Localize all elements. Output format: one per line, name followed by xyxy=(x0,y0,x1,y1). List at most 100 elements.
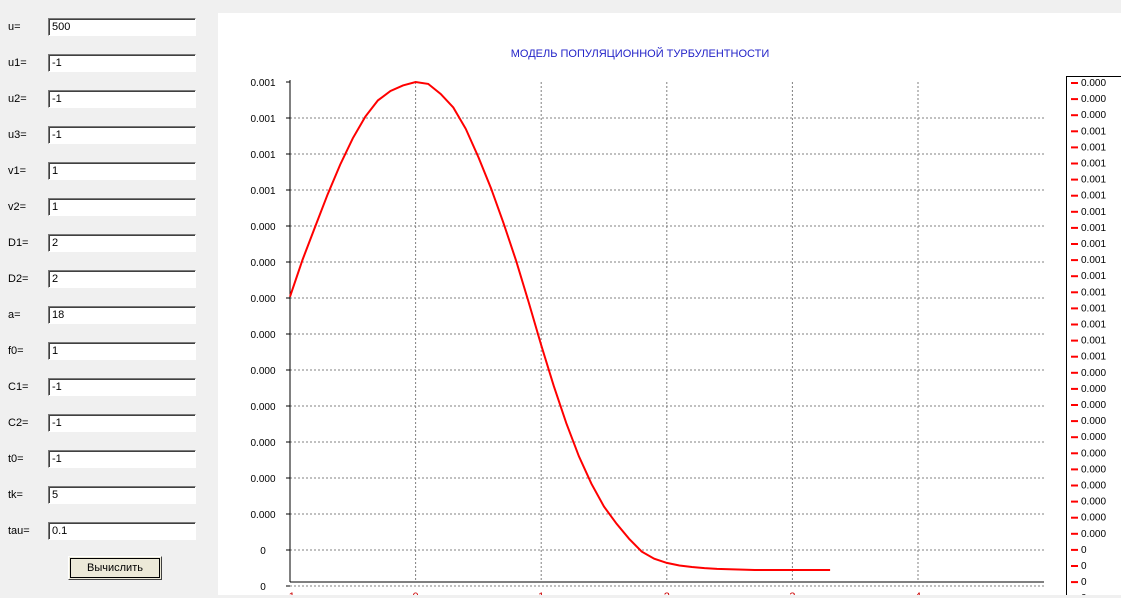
legend-entry: 0.000 xyxy=(1081,400,1106,411)
legend-entry: 0 xyxy=(1081,561,1087,572)
legend-entry: 0.001 xyxy=(1081,191,1106,202)
field-label: u1= xyxy=(8,57,27,69)
y-tick-label: 0.000 xyxy=(250,258,275,269)
y-tick-label: 0 xyxy=(260,546,266,557)
legend-entry: 0.001 xyxy=(1081,287,1106,298)
legend-entry: 0.001 xyxy=(1081,255,1106,266)
field-row: u3= xyxy=(0,124,215,148)
legend-entry: 0.001 xyxy=(1081,223,1106,234)
chart-panel: МОДЕЛЬ ПОПУЛЯЦИОННОЙ ТУРБУЛЕНТНОСТИ 0.00… xyxy=(218,13,1121,595)
population-turbulence-chart: МОДЕЛЬ ПОПУЛЯЦИОННОЙ ТУРБУЛЕНТНОСТИ 0.00… xyxy=(218,13,1121,595)
field-label: v2= xyxy=(8,201,26,213)
legend-entry: 0 xyxy=(1081,577,1087,588)
y-tick-label: 0.000 xyxy=(250,402,275,413)
legend-entry: 0.000 xyxy=(1081,368,1106,379)
field-label: u= xyxy=(8,21,21,33)
legend-entry: 0.001 xyxy=(1081,320,1106,331)
field-row: v1= xyxy=(0,160,215,184)
parameter-input[interactable] xyxy=(48,342,196,360)
legend-entry: 0.000 xyxy=(1081,529,1106,540)
y-tick-label: 0.000 xyxy=(250,438,275,449)
field-row: tau= xyxy=(0,520,215,544)
x-tick-label: 3 xyxy=(789,591,795,595)
field-row: f0= xyxy=(0,340,215,364)
field-label: f0= xyxy=(8,345,24,357)
series-layer xyxy=(290,82,830,570)
field-row: D2= xyxy=(0,268,215,292)
field-label: u3= xyxy=(8,129,27,141)
field-label: tk= xyxy=(8,489,23,501)
x-tick-label: 1 xyxy=(538,591,544,595)
parameter-input[interactable] xyxy=(48,234,196,252)
field-row: C2= xyxy=(0,412,215,436)
parameter-input[interactable] xyxy=(48,54,196,72)
parameter-input[interactable] xyxy=(48,18,196,36)
field-label: D1= xyxy=(8,237,29,249)
legend-entry: 0.001 xyxy=(1081,207,1106,218)
legend-entry: 0.001 xyxy=(1081,142,1106,153)
legend-entry: 0.001 xyxy=(1081,159,1106,170)
field-row: D1= xyxy=(0,232,215,256)
parameter-input[interactable] xyxy=(48,270,196,288)
legend-entry: 0.001 xyxy=(1081,352,1106,363)
field-row: a= xyxy=(0,304,215,328)
x-tick-label: 4 xyxy=(915,591,921,595)
field-label: C1= xyxy=(8,381,29,393)
grid-lines xyxy=(290,82,1044,586)
y-tick-label: 0.001 xyxy=(250,114,275,125)
parameter-input[interactable] xyxy=(48,306,196,324)
field-label: D2= xyxy=(8,273,29,285)
legend-entry: 0.000 xyxy=(1081,432,1106,443)
legend-entry: 0.001 xyxy=(1081,271,1106,282)
y-tick-label: 0.000 xyxy=(250,510,275,521)
field-label: a= xyxy=(8,309,21,321)
x-tick-label: -1 xyxy=(285,591,295,595)
legend-entry: 0.000 xyxy=(1081,110,1106,121)
parameter-input[interactable] xyxy=(48,522,196,540)
calculate-button[interactable]: Вычислить xyxy=(68,556,162,580)
legend-entry: 0.000 xyxy=(1081,94,1106,105)
x-tick-labels: -1 0 1 2 3 4 xyxy=(285,591,921,595)
parameter-input[interactable] xyxy=(48,198,196,216)
field-label: tau= xyxy=(8,525,30,537)
legend-entry: 0.000 xyxy=(1081,448,1106,459)
y-tick-labels: 0.0010.0010.0010.0010.0000.0000.0000.000… xyxy=(250,78,290,593)
parameter-input[interactable] xyxy=(48,450,196,468)
legend-entry: 0.000 xyxy=(1081,78,1106,89)
legend-entry: 0.001 xyxy=(1081,303,1106,314)
field-row: u= xyxy=(0,16,215,40)
parameter-input[interactable] xyxy=(48,90,196,108)
y-tick-label: 0.000 xyxy=(250,294,275,305)
legend-entry: 0 xyxy=(1081,545,1087,556)
legend-entry: 0.001 xyxy=(1081,239,1106,250)
y-tick-label: 0.001 xyxy=(250,150,275,161)
series-line xyxy=(290,82,830,570)
field-row: u2= xyxy=(0,88,215,112)
field-label: v1= xyxy=(8,165,26,177)
y-tick-label: 0.001 xyxy=(250,78,275,89)
parameter-input[interactable] xyxy=(48,126,196,144)
legend-entry: 0.000 xyxy=(1081,497,1106,508)
parameters-panel: u= u1= u2= u3= v1= v2= D1= D2= a= f0= C1= C2= t0= tk=… xyxy=(0,0,215,595)
field-row: tk= xyxy=(0,484,215,508)
parameter-input[interactable] xyxy=(48,414,196,432)
legend-entry: 0.000 xyxy=(1081,481,1106,492)
field-row: t0= xyxy=(0,448,215,472)
parameter-input[interactable] xyxy=(48,162,196,180)
field-row: v2= xyxy=(0,196,215,220)
y-tick-label: 0 xyxy=(260,582,266,593)
field-label: C2= xyxy=(8,417,29,429)
field-label: u2= xyxy=(8,93,27,105)
field-row: u1= xyxy=(0,52,215,76)
legend-entry: 0.000 xyxy=(1081,464,1106,475)
legend-entry: 0.000 xyxy=(1081,416,1106,427)
parameter-input[interactable] xyxy=(48,486,196,504)
legend-entry: 0.001 xyxy=(1081,126,1106,137)
parameter-input[interactable] xyxy=(48,378,196,396)
chart-title: МОДЕЛЬ ПОПУЛЯЦИОННОЙ ТУРБУЛЕНТНОСТИ xyxy=(511,47,769,60)
y-tick-label: 0.000 xyxy=(250,474,275,485)
legend-entry: 0.000 xyxy=(1081,513,1106,524)
y-tick-label: 0.000 xyxy=(250,330,275,341)
x-tick-label: 2 xyxy=(664,591,670,595)
x-tick-label: 0 xyxy=(413,591,419,595)
